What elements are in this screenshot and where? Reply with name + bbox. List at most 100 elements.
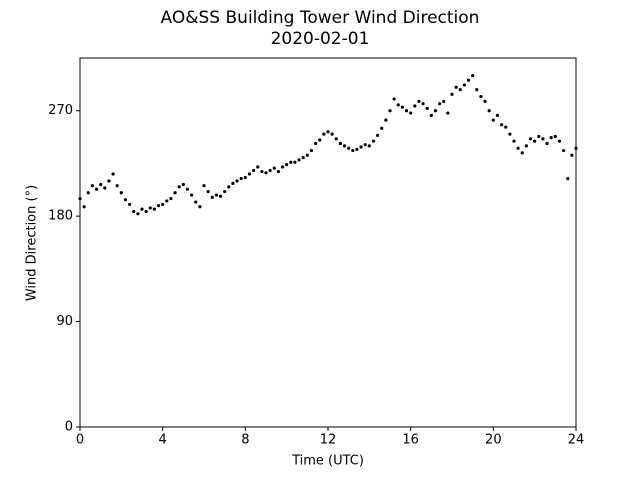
data-point xyxy=(239,177,243,181)
data-point xyxy=(512,139,516,143)
data-point xyxy=(446,111,450,115)
data-point xyxy=(371,139,376,143)
data-point xyxy=(537,134,541,139)
data-point xyxy=(132,209,136,214)
x-tick-label: 16 xyxy=(402,433,419,448)
data-point xyxy=(169,196,173,201)
data-point xyxy=(156,204,161,208)
data-point xyxy=(363,143,367,147)
data-point xyxy=(429,113,433,117)
data-point xyxy=(260,170,264,174)
data-point xyxy=(500,123,504,127)
data-point xyxy=(351,148,355,153)
data-point xyxy=(111,172,115,176)
data-point xyxy=(94,187,99,191)
data-point xyxy=(322,132,326,136)
data-point xyxy=(280,165,285,169)
data-point xyxy=(380,126,384,130)
data-point xyxy=(285,163,289,167)
data-point xyxy=(450,92,454,96)
data-point xyxy=(272,166,276,170)
data-point xyxy=(516,146,520,150)
data-point xyxy=(376,133,380,137)
data-point xyxy=(293,160,297,164)
data-point xyxy=(264,171,268,175)
data-point xyxy=(425,106,429,110)
data-point xyxy=(359,145,363,149)
data-point xyxy=(148,206,152,210)
data-point xyxy=(206,189,210,194)
x-tick-label: 8 xyxy=(241,433,249,448)
data-point xyxy=(181,182,185,187)
x-tick-label: 0 xyxy=(76,433,84,448)
data-point xyxy=(392,97,396,101)
data-point xyxy=(256,165,260,169)
data-point xyxy=(545,141,549,146)
data-point xyxy=(557,139,562,143)
data-point xyxy=(384,118,388,122)
data-point xyxy=(462,83,466,87)
data-point xyxy=(347,146,351,150)
data-point xyxy=(541,137,545,141)
data-point xyxy=(342,144,347,148)
data-point xyxy=(161,202,165,207)
data-point xyxy=(483,99,487,103)
data-point xyxy=(231,181,235,185)
data-point xyxy=(504,125,508,129)
data-point xyxy=(227,185,231,189)
data-point xyxy=(152,207,156,211)
data-point xyxy=(128,202,132,207)
data-point xyxy=(301,155,305,160)
data-point xyxy=(140,207,144,211)
data-point xyxy=(396,103,400,107)
data-point xyxy=(533,139,537,143)
data-point xyxy=(103,186,107,190)
data-point xyxy=(562,148,566,153)
data-point xyxy=(268,168,272,173)
x-axis-label: Time (UTC) xyxy=(291,454,364,469)
y-tick-label: 90 xyxy=(56,314,73,329)
data-point xyxy=(413,104,417,108)
data-point xyxy=(409,111,413,115)
plot-frame xyxy=(79,57,577,428)
data-point xyxy=(400,105,404,109)
data-point xyxy=(524,144,529,148)
data-point xyxy=(165,199,169,203)
data-point xyxy=(334,137,338,141)
data-point xyxy=(314,141,318,146)
data-point xyxy=(115,184,119,188)
data-point xyxy=(194,200,198,204)
data-point xyxy=(442,99,446,103)
y-axis-label: Wind Direction (°) xyxy=(25,185,40,301)
data-point xyxy=(566,177,570,181)
data-point xyxy=(235,179,239,183)
data-point xyxy=(144,209,148,214)
data-point xyxy=(86,191,90,195)
data-point xyxy=(289,160,293,164)
data-point xyxy=(297,158,301,162)
x-tick-label: 12 xyxy=(320,433,337,448)
data-point xyxy=(202,184,206,188)
data-point xyxy=(305,153,309,157)
data-point xyxy=(438,102,442,106)
data-point xyxy=(185,187,190,191)
data-point xyxy=(90,184,94,188)
data-point xyxy=(82,205,86,209)
data-point xyxy=(247,172,252,176)
data-point xyxy=(252,168,256,173)
data-point xyxy=(487,109,491,113)
data-point xyxy=(495,113,500,117)
data-point xyxy=(177,185,181,189)
data-point xyxy=(471,73,475,78)
y-tick-label: 270 xyxy=(48,103,73,118)
data-point xyxy=(553,134,557,139)
data-point xyxy=(78,196,82,201)
data-point xyxy=(404,109,409,113)
data-point xyxy=(330,132,334,136)
data-point xyxy=(508,132,512,136)
data-point xyxy=(433,109,438,113)
data-point xyxy=(570,153,574,157)
data-point xyxy=(243,175,247,180)
data-point xyxy=(475,88,479,92)
data-point xyxy=(367,144,371,148)
